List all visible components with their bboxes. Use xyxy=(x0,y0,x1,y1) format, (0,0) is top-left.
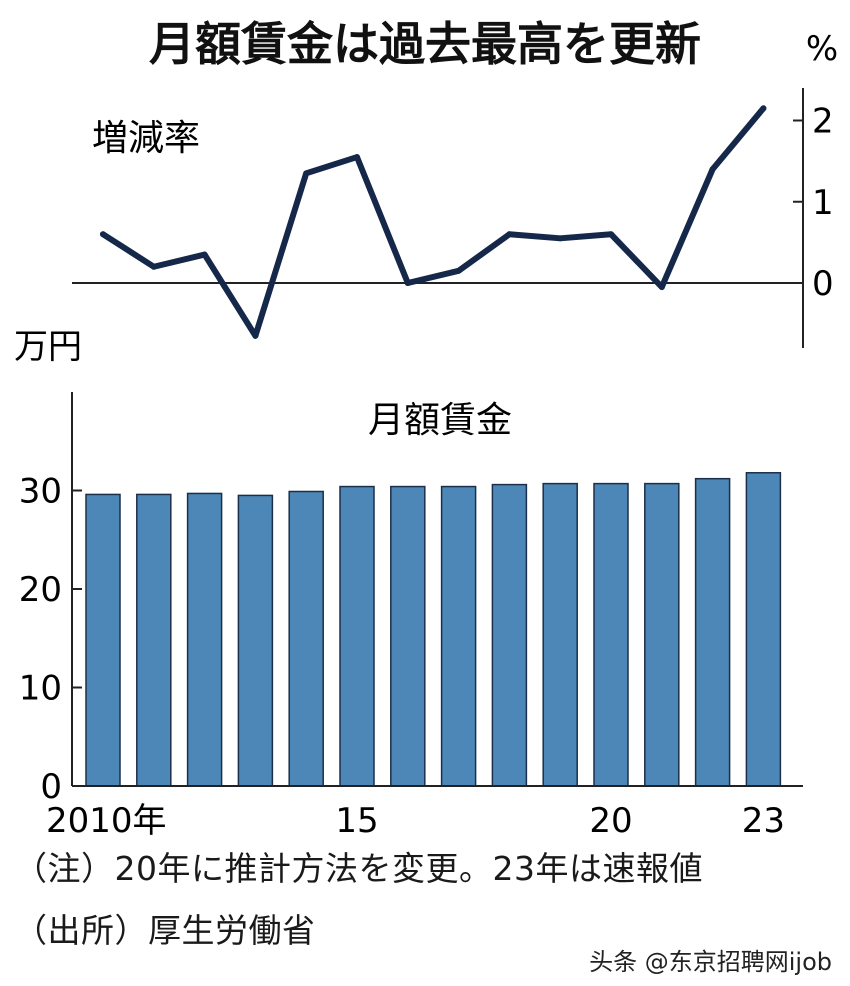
bar-y-ticks: 30 20 10 0 xyxy=(19,472,82,807)
wage-bar xyxy=(237,494,274,787)
wage-bar xyxy=(745,472,782,787)
rate-point xyxy=(506,231,513,238)
note-method-change: （注）20年に推計方法を変更。23年は速報値 xyxy=(14,849,703,888)
wage-bar xyxy=(85,493,121,787)
rate-point xyxy=(252,332,259,339)
wage-bar xyxy=(542,482,578,787)
x-tick-label: 23 xyxy=(742,801,785,841)
rate-point xyxy=(658,284,665,291)
rate-point xyxy=(608,231,614,238)
wage-bar xyxy=(644,482,680,787)
x-tick-label: 2010年 xyxy=(46,801,167,841)
rate-point xyxy=(709,166,716,173)
note-source: （出所）厚生労働省 xyxy=(14,911,316,950)
wage-bar xyxy=(390,485,426,787)
wage-bar xyxy=(491,483,528,787)
rate-point xyxy=(760,105,767,112)
x-tick-labels: 2010年 15 20 23 xyxy=(46,801,785,841)
wage-bar xyxy=(593,482,629,787)
rate-point xyxy=(201,251,208,258)
rate-point xyxy=(455,267,462,274)
x-tick-label: 20 xyxy=(589,801,632,841)
line-y-tick-label: 2 xyxy=(812,102,834,142)
line-y-tick-label: 1 xyxy=(812,183,834,223)
rate-series-points xyxy=(100,105,767,339)
line-y-unit: % xyxy=(806,29,838,69)
bar-y-tick-label: 0 xyxy=(40,767,62,807)
line-y-tick-label: 0 xyxy=(812,264,834,304)
bar-y-tick-label: 10 xyxy=(19,669,62,709)
bar-y-tick-label: 30 xyxy=(19,472,62,512)
wage-bar xyxy=(136,493,172,787)
line-chart-title: 増減率 xyxy=(92,118,200,159)
bar-y-unit: 万円 xyxy=(14,327,82,367)
line-y-ticks: 2 1 0 xyxy=(793,102,834,304)
rate-point xyxy=(100,231,106,238)
rate-series-line xyxy=(100,105,767,339)
bar-chart-title: 月額賃金 xyxy=(368,400,512,441)
rate-point xyxy=(303,170,310,177)
x-tick-label: 15 xyxy=(335,801,378,841)
bar-y-tick-label: 20 xyxy=(19,570,62,610)
bar-series xyxy=(85,472,782,787)
rate-point xyxy=(354,154,360,161)
rate-point xyxy=(404,280,411,286)
chart-title: 月額賃金は過去最高を更新 xyxy=(149,17,701,71)
rate-point xyxy=(557,235,564,242)
wage-bar xyxy=(288,490,324,787)
wage-bar xyxy=(440,485,477,787)
wage-bar xyxy=(694,477,731,787)
wage-bar xyxy=(186,492,223,787)
wage-bar xyxy=(339,485,375,787)
rate-point xyxy=(150,263,157,270)
watermark: 头条 @东京招聘网ijob xyxy=(589,948,832,976)
